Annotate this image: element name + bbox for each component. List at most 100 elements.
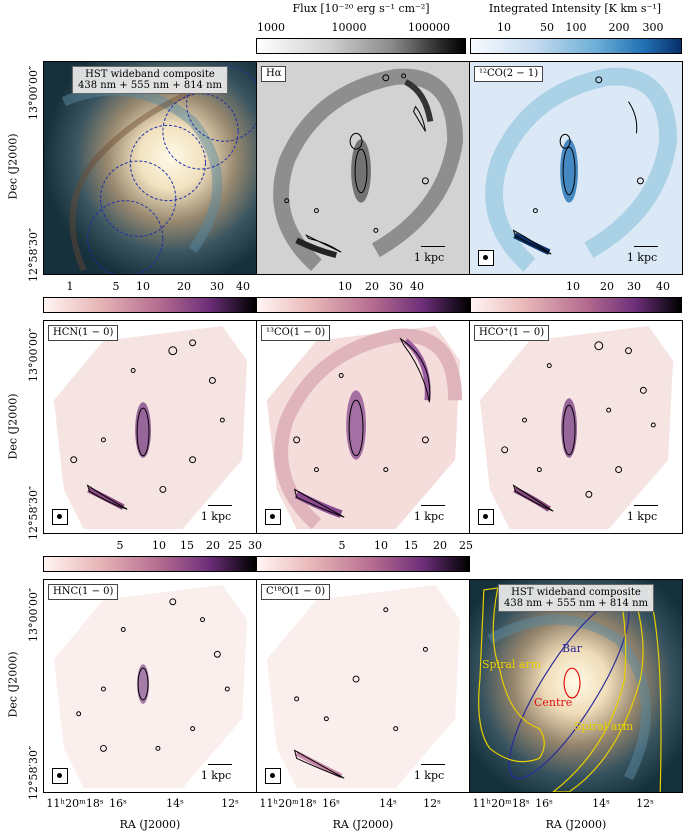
- hnc-label: HNC(1 − 0): [48, 584, 119, 600]
- hcop-label: HCO⁺(1 − 0): [474, 325, 550, 341]
- flux-colorbar-title: Flux [10⁻²⁰ erg s⁻¹ cm⁻²]: [292, 2, 430, 15]
- scale-bar-label: 1 kpc: [200, 510, 232, 523]
- co21-map: [470, 62, 682, 274]
- row3-left-tick: 10: [152, 539, 166, 552]
- beam-icon: [52, 509, 68, 525]
- co13-label: ¹³CO(1 − 0): [261, 325, 331, 341]
- scale-bar: 1 kpc: [414, 504, 451, 523]
- intensity-tick: 300: [642, 21, 664, 34]
- co21-panel: ¹²CO(2 − 1) 1 kpc: [469, 61, 683, 275]
- x-tick: 12ˢ: [423, 797, 441, 810]
- row2-left-tick: 20: [177, 280, 191, 293]
- hnc-map: [53, 584, 248, 789]
- y-tick-bottom-row2: 12°58′30″: [27, 485, 40, 540]
- hst-label-line1: HST wideband composite: [85, 69, 215, 80]
- scale-bar: 1 kpc: [414, 245, 451, 264]
- region-label-centre: Centre: [534, 696, 573, 709]
- row2-left-tick: 1: [66, 280, 74, 293]
- halpha-map: [257, 62, 469, 274]
- row2-left-colorbar: [43, 297, 256, 313]
- row2-right-colorbar: [470, 297, 682, 313]
- hst-composite-panel: HST wideband composite 438 nm + 555 nm +…: [43, 61, 257, 275]
- scale-bar-label: 1 kpc: [626, 251, 658, 264]
- beam-icon: [265, 768, 281, 784]
- y-axis-title-row3: Dec (J2000): [6, 651, 20, 718]
- flux-tick: 100000: [408, 21, 450, 34]
- c18o-panel: C¹⁸O(1 − 0) 1 kpc: [256, 579, 470, 793]
- flux-tick: 1000: [257, 21, 285, 34]
- x-tick: 14ˢ: [166, 797, 184, 810]
- row3-left-tick: 30: [248, 539, 262, 552]
- row2-mid-tick: 10: [338, 280, 352, 293]
- row2-right-tick: 20: [600, 280, 614, 293]
- row3-mid-colorbar: [256, 556, 470, 572]
- hst-regions-panel: HST wideband composite 438 nm + 555 nm +…: [469, 579, 683, 793]
- halpha-panel: Hα 1 kpc: [256, 61, 470, 275]
- y-tick-bottom-row1: 12°58′30″: [27, 227, 40, 282]
- y-tick-bottom-row3: 12°58′30″: [27, 745, 40, 800]
- row2-mid-tick: 40: [410, 280, 424, 293]
- row2-left-tick: 5: [112, 280, 120, 293]
- hst-label-line1: HST wideband composite: [511, 587, 641, 598]
- hst-label: HST wideband composite 438 nm + 555 nm +…: [71, 66, 229, 94]
- y-tick-top-row2: 13°00′00″: [27, 327, 40, 382]
- row2-mid-tick: 20: [365, 280, 379, 293]
- intensity-colorbar-title: Integrated Intensity [K km s⁻¹]: [488, 2, 662, 15]
- x-tick: 16ˢ: [535, 797, 553, 810]
- x-tick: 12ˢ: [636, 797, 654, 810]
- hcn-label: HCN(1 − 0): [48, 325, 119, 341]
- intensity-tick: 10: [497, 21, 511, 34]
- hcop-map: [479, 325, 674, 530]
- beam-icon: [52, 768, 68, 784]
- y-tick-top-row3: 13°00′00″: [27, 587, 40, 642]
- y-axis-title-row2: Dec (J2000): [6, 393, 20, 460]
- row2-mid-tick: 30: [389, 280, 403, 293]
- region-label-bar: Bar: [562, 642, 582, 655]
- scale-bar: 1 kpc: [201, 504, 238, 523]
- scale-bar-label: 1 kpc: [413, 510, 445, 523]
- hnc-panel: HNC(1 − 0) 1 kpc: [43, 579, 257, 793]
- co21-label: ¹²CO(2 − 1): [474, 66, 544, 82]
- x-tick: 11ʰ20ᵐ18ˢ: [259, 797, 317, 810]
- flux-tick: 10000: [331, 21, 367, 34]
- y-axis-title-row1: Dec (J2000): [6, 133, 20, 200]
- x-axis-title: RA (J2000): [545, 818, 607, 831]
- row2-left-tick: 10: [136, 280, 150, 293]
- x-tick: 12ˢ: [221, 797, 239, 810]
- row2-right-tick: 40: [656, 280, 670, 293]
- row2-right-tick: 10: [566, 280, 580, 293]
- row3-mid-tick: 15: [404, 539, 418, 552]
- beam-icon: [265, 509, 281, 525]
- hcn-map: [53, 325, 248, 530]
- hst-image: [44, 62, 256, 274]
- x-tick: 11ʰ20ᵐ18ˢ: [472, 797, 530, 810]
- intensity-tick: 100: [565, 21, 587, 34]
- scale-bar-label: 1 kpc: [626, 510, 658, 523]
- co13-panel: ¹³CO(1 − 0) 1 kpc: [256, 320, 470, 534]
- intensity-tick: 200: [608, 21, 630, 34]
- beam-icon: [478, 509, 494, 525]
- hst-label-line2: 438 nm + 555 nm + 814 nm: [77, 80, 223, 91]
- scale-bar: 1 kpc: [414, 763, 451, 782]
- row3-mid-tick: 20: [433, 539, 447, 552]
- halpha-label: Hα: [261, 66, 287, 82]
- hcn-panel: HCN(1 − 0) 1 kpc: [43, 320, 257, 534]
- row2-mid-colorbar: [256, 297, 470, 313]
- x-tick: 14ˢ: [592, 797, 610, 810]
- beam-icon: [478, 250, 494, 266]
- x-tick: 16ˢ: [322, 797, 340, 810]
- c18o-map: [266, 584, 461, 789]
- intensity-tick: 50: [540, 21, 554, 34]
- row3-mid-tick: 5: [338, 539, 346, 552]
- flux-colorbar: [256, 38, 466, 54]
- hst-label-line2: 438 nm + 555 nm + 814 nm: [503, 598, 649, 609]
- y-tick-top-row1: 13°00′00″: [27, 65, 40, 120]
- row3-mid-tick: 10: [374, 539, 388, 552]
- row3-left-colorbar: [43, 556, 256, 572]
- x-axis-title: RA (J2000): [119, 818, 181, 831]
- hcop-panel: HCO⁺(1 − 0) 1 kpc: [469, 320, 683, 534]
- scale-bar: 1 kpc: [627, 504, 664, 523]
- region-label-spiral-arm-left: Spiral arm: [482, 658, 542, 671]
- co13-map: [266, 325, 463, 530]
- row2-left-tick: 40: [236, 280, 250, 293]
